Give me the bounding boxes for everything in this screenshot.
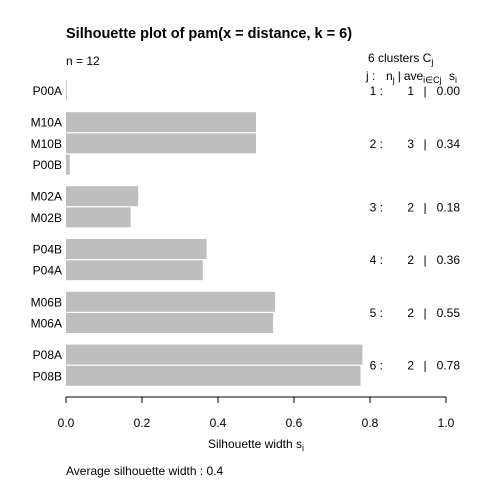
silhouette-bar: [66, 207, 131, 228]
column-header-ave: ave: [404, 69, 424, 83]
clusters-header: 6 clusters Cj: [368, 51, 433, 67]
x-axis-label-text: Silhouette width s: [208, 437, 302, 451]
silhouette-bar: [66, 313, 274, 333]
row-label: M02B: [31, 211, 62, 225]
x-axis-label: Silhouette width si: [208, 437, 304, 453]
x-tick-label: 0.2: [134, 416, 151, 430]
row-label: M06A: [31, 317, 62, 331]
row-label: M02A: [31, 190, 62, 204]
silhouette-bar: [66, 291, 275, 312]
row-label: P08B: [33, 369, 62, 383]
cluster-stat-ave: 0.34: [437, 137, 461, 151]
silhouette-bar: [66, 154, 70, 175]
cluster-stat-j: 1 :: [370, 84, 383, 98]
row-label: M06B: [31, 295, 62, 309]
cluster-stat: 3 : 2 | 0.18: [370, 200, 461, 214]
cluster-stat-j: 2 :: [370, 137, 383, 151]
row-label: P00B: [33, 158, 62, 172]
x-tick-label: 1.0: [438, 416, 455, 430]
cluster-stat: 4 : 2 | 0.36: [370, 253, 461, 267]
silhouette-bar: [66, 186, 139, 207]
cluster-stat-ave: 0.18: [437, 200, 461, 214]
cluster-stat-n: 2: [407, 306, 414, 320]
clusters-header-sub: j: [430, 57, 433, 67]
row-label: P00A: [33, 84, 62, 98]
row-label: M10A: [31, 116, 62, 130]
x-tick-label: 0.6: [286, 416, 303, 430]
row-labels-layer: P00A M10A M10B P00B M02A M02B P04B P04A M06B M06A…: [31, 84, 62, 383]
cluster-stat-separator: |: [423, 137, 426, 151]
clusters-header-text: 6 clusters C: [368, 51, 432, 65]
cluster-stat: 5 : 2 | 0.55: [370, 306, 461, 320]
cluster-stat-n: 2: [407, 253, 414, 267]
silhouette-bar: [66, 344, 363, 365]
silhouette-bar: [66, 365, 361, 386]
cluster-stat-n: 1: [407, 84, 414, 98]
x-axis-label-sub: i: [302, 443, 304, 453]
bars-layer: [66, 80, 363, 386]
cluster-stat-j: 4 :: [370, 253, 383, 267]
cluster-stat-j: 6 :: [370, 359, 383, 373]
silhouette-bar: [66, 112, 256, 133]
cluster-stats-layer: 1 : 1 | 0.00 2 : 3 | 0.34 3 : 2 | 0.18 4 : 2 | 0.36 5 : 2…: [370, 84, 461, 373]
cluster-stat-j: 3 :: [370, 200, 383, 214]
column-header-s-sub: i: [455, 75, 457, 85]
cluster-stat-separator: |: [423, 84, 426, 98]
x-tick-label: 0.8: [362, 416, 379, 430]
column-header-bar: |: [398, 69, 401, 83]
row-label: P04B: [33, 243, 62, 257]
cluster-stat-j: 5 :: [370, 306, 383, 320]
row-label: M10B: [31, 137, 62, 151]
silhouette-bar: [66, 133, 256, 154]
row-label: P08A: [33, 348, 62, 362]
n-label: n = 12: [66, 54, 100, 68]
column-header-j: j :: [365, 69, 375, 83]
cluster-stat-n: 2: [407, 200, 414, 214]
column-header: j : nj | avei∈Cj si: [365, 69, 457, 85]
x-tick-label: 0.0: [58, 416, 75, 430]
chart-title: Silhouette plot of pam(x = distance, k =…: [66, 26, 352, 42]
cluster-stat-ave: 0.55: [437, 306, 461, 320]
cluster-stat-separator: |: [423, 359, 426, 373]
column-header-ave-sub: i∈Cj: [423, 75, 441, 85]
column-header-s: s: [449, 69, 455, 83]
cluster-stat-n: 2: [407, 359, 414, 373]
x-axis: 0.0 0.2 0.4 0.6 0.8 1.0: [58, 396, 455, 430]
cluster-stat-n: 3: [407, 137, 414, 151]
cluster-stat-ave: 0.78: [437, 359, 461, 373]
cluster-stat: 2 : 3 | 0.34: [370, 137, 461, 151]
silhouette-bar: [66, 260, 203, 281]
cluster-stat-ave: 0.00: [437, 84, 461, 98]
row-label: P04A: [33, 264, 62, 278]
cluster-stat-ave: 0.36: [437, 253, 461, 267]
cluster-stat-separator: |: [423, 200, 426, 214]
cluster-stat-separator: |: [423, 306, 426, 320]
cluster-stat: 6 : 2 | 0.78: [370, 359, 461, 373]
cluster-stat-separator: |: [423, 253, 426, 267]
column-header-n-sub: j: [392, 75, 395, 85]
silhouette-bar: [66, 80, 67, 101]
silhouette-bar: [66, 239, 207, 259]
cluster-stat: 1 : 1 | 0.00: [370, 84, 461, 98]
average-silhouette-width: Average silhouette width : 0.4: [66, 464, 224, 478]
column-header-n: n: [386, 69, 393, 83]
x-tick-label: 0.4: [210, 416, 227, 430]
